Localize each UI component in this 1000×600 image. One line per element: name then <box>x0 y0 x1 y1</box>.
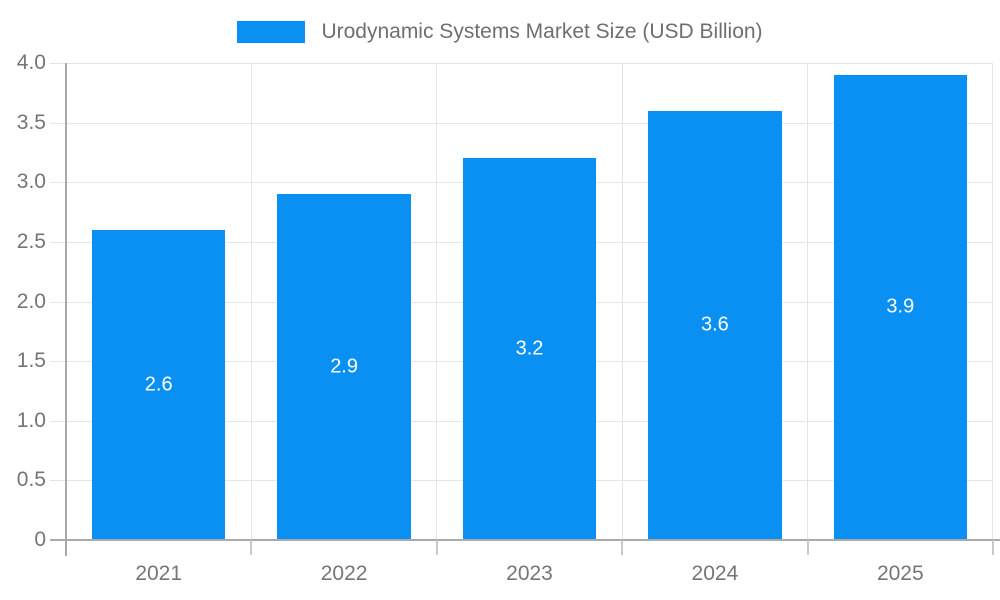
y-tick-label: 4.0 <box>16 51 46 74</box>
bar-2021: 2.6 <box>91 229 226 540</box>
y-tick-label: 3.5 <box>16 110 46 134</box>
y-tick-label: 1.0 <box>16 408 46 432</box>
y-axis-line <box>65 63 67 556</box>
bars-container: 2.6 2.9 3.2 3.6 3.9 <box>66 63 993 540</box>
gridline <box>50 122 993 124</box>
bar-cell-2025: 3.9 <box>808 63 993 540</box>
y-tick-label: 0 <box>34 528 46 551</box>
x-axis-tick <box>806 540 809 555</box>
x-tick-label: 2022 <box>320 562 368 585</box>
x-tick-label: 2021 <box>135 562 183 585</box>
bar-2025: 3.9 <box>833 74 968 540</box>
bar-2024: 3.6 <box>648 110 782 540</box>
x-axis-tick <box>992 540 994 555</box>
legend-label: Urodynamic Systems Market Size (USD Bill… <box>321 20 763 43</box>
bar-value-label: 2.6 <box>144 373 173 396</box>
x-axis-tick <box>435 540 438 555</box>
x-tick-label: 2025 <box>876 562 924 585</box>
gridline-vertical <box>992 63 993 540</box>
y-tick-label: 2.5 <box>16 229 46 253</box>
chart-legend: Urodynamic Systems Market Size (USD Bill… <box>0 19 1000 45</box>
bar-2023: 3.2 <box>462 158 597 540</box>
x-tick-label: 2024 <box>691 562 739 585</box>
bar-cell-2022: 2.9 <box>251 63 436 540</box>
bar-value-label: 3.2 <box>515 337 544 360</box>
x-axis-line <box>50 539 1000 541</box>
gridline-vertical <box>621 63 623 540</box>
bar-cell-2021: 2.6 <box>66 63 251 540</box>
plot-area: 2.6 2.9 3.2 3.6 3.9 <box>50 63 993 540</box>
gridline-vertical <box>807 63 809 540</box>
x-tick-label: 2023 <box>506 562 553 585</box>
bar-cell-2024: 3.6 <box>622 63 807 540</box>
x-axis-tick <box>621 540 624 555</box>
y-tick-label: 2.0 <box>16 289 46 313</box>
y-tick-label: 3.0 <box>16 170 46 194</box>
bar-2022: 2.9 <box>277 194 411 540</box>
bar-value-label: 3.9 <box>886 295 915 318</box>
bar-cell-2023: 3.2 <box>437 63 622 540</box>
x-axis-tick <box>250 540 253 555</box>
gridline-vertical <box>250 63 252 540</box>
legend-color-swatch <box>237 21 306 43</box>
y-tick-label: 0.5 <box>16 468 46 492</box>
bar-value-label: 3.6 <box>701 313 729 336</box>
gridline-vertical <box>436 63 438 540</box>
y-tick-label: 1.5 <box>16 349 46 373</box>
gridline <box>50 63 993 64</box>
bar-value-label: 2.9 <box>330 355 358 378</box>
